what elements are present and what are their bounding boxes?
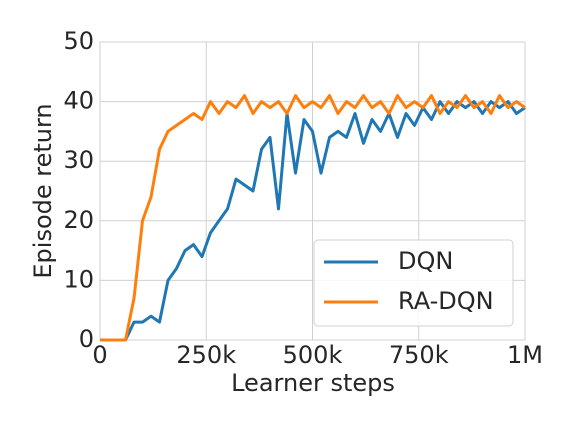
x-tick-label: 0 (92, 341, 107, 369)
y-tick-label: 0 (79, 325, 94, 353)
x-axis-label: Learner steps (231, 369, 395, 397)
plot-frame (99, 41, 526, 341)
y-tick-label: 40 (63, 87, 94, 115)
legend-label: DQN (398, 247, 453, 275)
x-tick-label: 250k (176, 341, 236, 369)
legend-label: RA-DQN (398, 287, 494, 315)
y-tick-label: 50 (63, 27, 94, 55)
y-axis-label: Episode return (29, 103, 57, 278)
y-tick-label: 30 (63, 146, 94, 174)
x-tick-label: 500k (283, 341, 343, 369)
x-tick-label: 1M (507, 341, 543, 369)
line-series (100, 94, 526, 342)
y-tick-label: 10 (63, 265, 94, 293)
y-tick-label: 20 (63, 206, 94, 234)
legend: DQN RA-DQN (313, 239, 514, 327)
x-tick-label: 750k (389, 341, 449, 369)
